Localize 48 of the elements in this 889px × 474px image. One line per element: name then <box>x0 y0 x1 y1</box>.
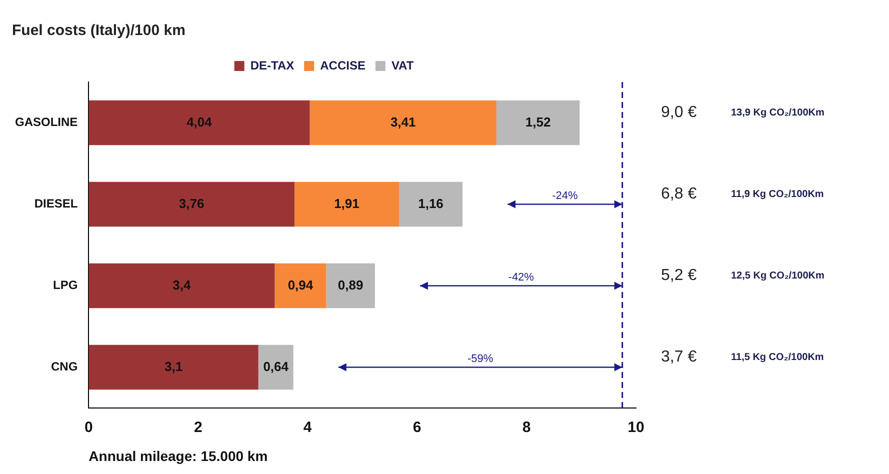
text: 0,64 <box>263 358 289 374</box>
text: 3,41 <box>390 114 416 130</box>
text: Annual mileage: 15.000 km <box>88 448 268 464</box>
bar <box>310 100 496 146</box>
text: 3,7 € <box>661 348 697 366</box>
bar <box>496 100 580 146</box>
bar <box>88 100 310 146</box>
legend-label: DE-TAX <box>250 58 294 72</box>
text: 4,04 <box>186 114 212 130</box>
text: 1,52 <box>525 114 551 130</box>
legend-label: VAT <box>391 58 414 72</box>
annotation: -42% <box>508 271 534 284</box>
text: 0,94 <box>288 277 314 292</box>
text: 1,16 <box>418 196 444 211</box>
bar <box>294 182 400 227</box>
text: 0,89 <box>338 277 364 292</box>
bar <box>399 182 462 227</box>
y-tick-label: LPG <box>53 278 78 292</box>
text: 11,9 Kg CO₂/100Km <box>731 189 824 200</box>
annotation: -24% <box>552 190 578 202</box>
x-tick-label: 8 <box>522 419 531 436</box>
legend-label: ACCISE <box>320 58 366 72</box>
text: 12,5 Kg CO₂/100Km <box>731 270 824 282</box>
text: 9,0 € <box>661 104 697 122</box>
y-tick-label: CNG <box>51 360 78 374</box>
text: 3,1 <box>164 358 183 374</box>
y-tick-label: DIESEL <box>34 196 78 211</box>
text: 13,9 Kg CO₂/100Km <box>731 108 824 118</box>
text: 5,2 € <box>661 267 697 284</box>
x-tick-label: 10 <box>628 419 644 436</box>
annotation: -59% <box>468 352 494 365</box>
text: 1,91 <box>334 196 360 211</box>
text: 11,5 Kg CO₂/100Km <box>731 352 824 363</box>
chart-title: Fuel costs (Italy)/100 km <box>12 22 186 40</box>
bar <box>88 182 294 227</box>
x-tick-label: 2 <box>194 419 202 436</box>
bar <box>88 263 275 308</box>
text: 3,4 <box>172 277 191 292</box>
text: 6,8 € <box>661 186 697 203</box>
x-tick-label: 0 <box>84 419 93 436</box>
x-tick-label: 6 <box>412 419 422 436</box>
bar <box>274 263 326 308</box>
text: 3,76 <box>178 196 204 211</box>
bar <box>258 344 294 390</box>
y-tick-label: GASOLINE <box>15 115 78 130</box>
x-tick-label: 4 <box>303 419 312 436</box>
bar <box>326 263 375 308</box>
bar <box>88 344 258 390</box>
